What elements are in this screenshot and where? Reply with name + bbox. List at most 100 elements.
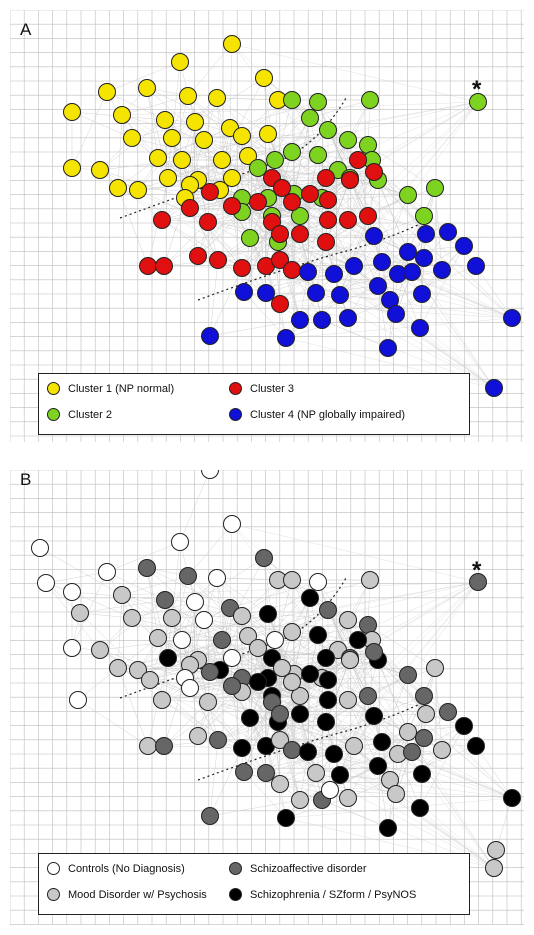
- network-node: [362, 92, 379, 109]
- network-node: [310, 627, 327, 644]
- network-node: [242, 230, 259, 247]
- network-node: [180, 568, 197, 585]
- network-node: [388, 306, 405, 323]
- network-node: [320, 692, 337, 709]
- network-node: [164, 130, 181, 147]
- network-edge: [230, 524, 232, 608]
- network-node: [124, 130, 141, 147]
- network-node: [187, 114, 204, 131]
- network-node: [468, 258, 485, 275]
- network-node: [360, 617, 377, 634]
- network-node: [210, 732, 227, 749]
- network-node: [292, 792, 309, 809]
- network-node: [32, 540, 49, 557]
- network-node: [174, 152, 191, 169]
- network-node: [190, 728, 207, 745]
- network-node: [416, 730, 433, 747]
- network-node: [160, 650, 177, 667]
- legend-swatch-schizophrenia: [229, 888, 242, 901]
- network-node: [427, 660, 444, 677]
- network-node: [250, 160, 267, 177]
- network-node: [486, 380, 503, 397]
- network-node: [224, 198, 241, 215]
- network-node: [284, 194, 301, 211]
- network-node: [302, 110, 319, 127]
- network-node: [318, 234, 335, 251]
- outlier-star-a: *: [472, 76, 481, 104]
- network-node: [202, 328, 219, 345]
- network-node: [278, 810, 295, 827]
- network-node: [210, 252, 227, 269]
- network-node: [440, 704, 457, 721]
- network-node: [284, 624, 301, 641]
- network-node: [70, 692, 87, 709]
- network-node: [187, 594, 204, 611]
- network-node: [300, 264, 317, 281]
- network-node: [434, 742, 451, 759]
- network-node: [140, 258, 157, 275]
- network-node: [310, 94, 327, 111]
- network-node: [260, 606, 277, 623]
- network-node: [92, 162, 109, 179]
- network-node: [292, 312, 309, 329]
- network-node: [360, 688, 377, 705]
- network-node: [388, 786, 405, 803]
- panel-letter-a: A: [20, 20, 31, 40]
- network-node: [360, 208, 377, 225]
- legend-item-schizoaffective: Schizoaffective disorder: [229, 862, 367, 875]
- legend-item-mood-disorder: Mood Disorder w/ Psychosis: [47, 888, 207, 901]
- network-node: [434, 262, 451, 279]
- network-node: [182, 680, 199, 697]
- network-node: [278, 330, 295, 347]
- network-node: [272, 226, 289, 243]
- legend-label-cluster-3: Cluster 3: [250, 383, 294, 395]
- network-node: [139, 80, 156, 97]
- network-node: [258, 285, 275, 302]
- network-node: [504, 790, 521, 807]
- network-node: [154, 212, 171, 229]
- network-node: [302, 590, 319, 607]
- network-node: [140, 738, 157, 755]
- network-node: [362, 572, 379, 589]
- network-node: [250, 194, 267, 211]
- network-node: [340, 790, 357, 807]
- network-node: [256, 70, 273, 87]
- network-node: [234, 740, 251, 757]
- network-edge: [164, 746, 242, 748]
- network-node: [318, 170, 335, 187]
- network-node: [370, 278, 387, 295]
- network-node: [99, 84, 116, 101]
- network-node: [292, 226, 309, 243]
- network-node: [366, 644, 383, 661]
- network-node: [272, 776, 289, 793]
- network-edge: [122, 96, 188, 115]
- network-node: [236, 764, 253, 781]
- legend-swatch-mood-disorder: [47, 888, 60, 901]
- network-node: [284, 742, 301, 759]
- network-node: [272, 296, 289, 313]
- network-node: [326, 266, 343, 283]
- panel-letter-b: B: [20, 470, 31, 490]
- network-node: [157, 112, 174, 129]
- network-node: [202, 808, 219, 825]
- network-node: [256, 550, 273, 567]
- network-node: [342, 172, 359, 189]
- network-node: [418, 706, 435, 723]
- network-node: [374, 254, 391, 271]
- network-node: [196, 132, 213, 149]
- network-node: [416, 250, 433, 267]
- network-node: [292, 706, 309, 723]
- network-node: [242, 710, 259, 727]
- legend-b: Controls (No Diagnosis) Schizoaffective …: [38, 853, 470, 915]
- legend-a: Cluster 1 (NP normal) Cluster 3 Cluster …: [38, 373, 470, 435]
- network-node: [234, 608, 251, 625]
- network-node: [340, 212, 357, 229]
- network-nodes: [64, 36, 521, 397]
- network-node: [202, 184, 219, 201]
- network-node: [156, 738, 173, 755]
- network-node: [414, 286, 431, 303]
- network-node: [380, 820, 397, 837]
- legend-label-cluster-2: Cluster 2: [68, 409, 112, 421]
- network-edge: [180, 470, 210, 542]
- network-node: [72, 605, 89, 622]
